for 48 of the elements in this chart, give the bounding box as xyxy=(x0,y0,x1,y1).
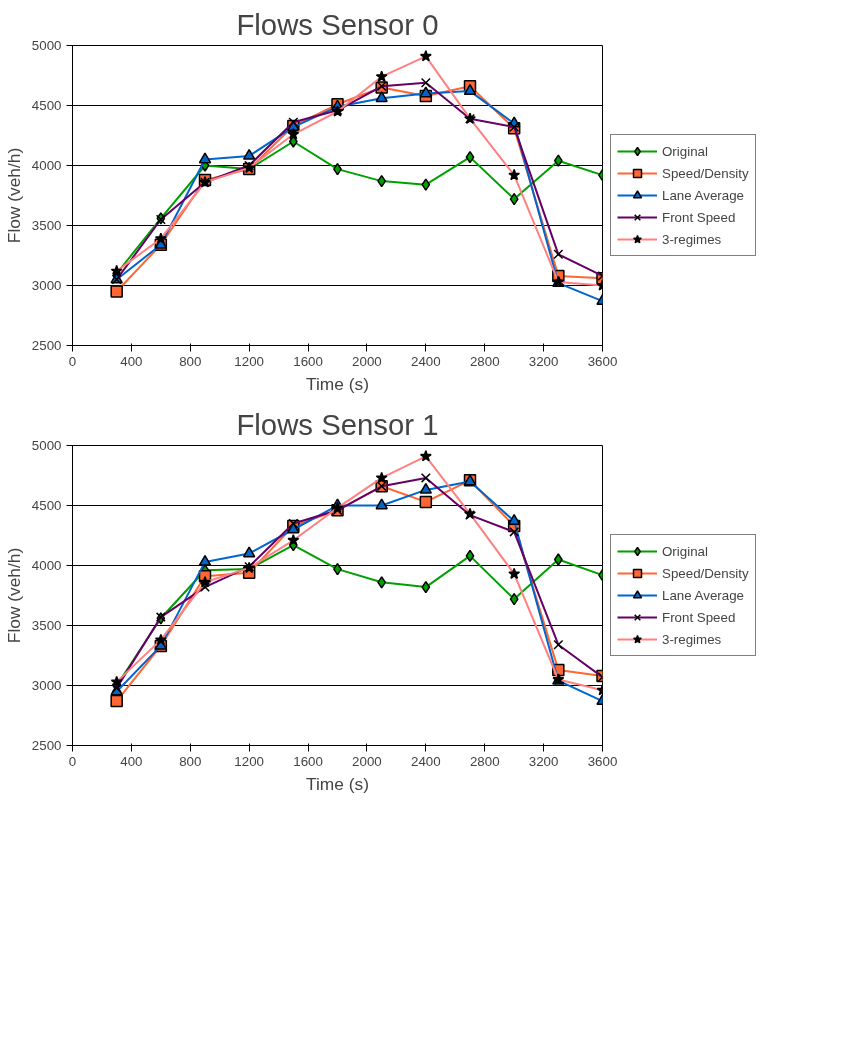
x-tick-label: 2800 xyxy=(469,753,500,769)
x-tick-label: 2000 xyxy=(352,353,382,369)
x-tick-label: 1200 xyxy=(234,753,264,769)
legend-label: Speed/Density xyxy=(662,165,749,181)
x-tick-label: 3200 xyxy=(528,353,559,369)
legend-label: Speed/Density xyxy=(662,565,749,581)
legend-label: 3-regimes xyxy=(662,631,722,647)
x-tick-label: 2000 xyxy=(352,753,382,769)
legend-label: Original xyxy=(662,143,708,159)
y-tick-label: 5000 xyxy=(31,438,62,453)
y-tick-label: 3500 xyxy=(31,218,62,233)
legend-label: 3-regimes xyxy=(662,231,722,247)
y-tick-label: 4000 xyxy=(31,558,62,573)
x-tick-label: 1200 xyxy=(234,353,264,369)
y-tick-label: 3000 xyxy=(31,278,62,293)
x-tick-label: 1600 xyxy=(293,353,323,369)
legend-label: Lane Average xyxy=(662,187,745,203)
y-tick-label: 4000 xyxy=(31,158,62,173)
legend-label: Front Speed xyxy=(662,209,736,225)
x-tick-label: 800 xyxy=(179,353,202,369)
y-tick-label: 5000 xyxy=(31,38,62,53)
x-tick-label: 3600 xyxy=(587,353,618,369)
y-tick-label: 2500 xyxy=(31,338,62,353)
x-tick-label: 0 xyxy=(68,753,77,769)
x-tick-label: 0 xyxy=(68,353,77,369)
y-axis-title: Flow (veh/h) xyxy=(3,147,24,244)
legend-label: Lane Average xyxy=(662,587,745,603)
x-axis-title: Time (s) xyxy=(306,373,369,394)
y-tick-label: 4500 xyxy=(31,98,62,113)
x-tick-label: 2800 xyxy=(469,353,500,369)
x-tick-label: 2400 xyxy=(411,353,441,369)
x-tick-label: 3600 xyxy=(587,753,618,769)
x-tick-label: 400 xyxy=(120,753,143,769)
x-tick-label: 400 xyxy=(120,353,143,369)
x-tick-label: 2400 xyxy=(411,753,441,769)
legend-label: Original xyxy=(662,543,708,559)
y-tick-label: 3500 xyxy=(31,618,62,633)
y-tick-label: 2500 xyxy=(31,738,62,753)
y-tick-label: 3000 xyxy=(31,678,62,693)
x-tick-label: 1600 xyxy=(293,753,323,769)
chart-title: Flows Sensor 1 xyxy=(236,407,439,441)
x-tick-label: 800 xyxy=(179,753,202,769)
x-tick-label: 3200 xyxy=(528,753,559,769)
legend-label: Front Speed xyxy=(662,609,736,625)
y-tick-label: 4500 xyxy=(31,498,62,513)
y-axis-title: Flow (veh/h) xyxy=(3,547,24,644)
chart-title: Flows Sensor 0 xyxy=(236,7,439,41)
x-axis-title: Time (s) xyxy=(306,773,369,794)
